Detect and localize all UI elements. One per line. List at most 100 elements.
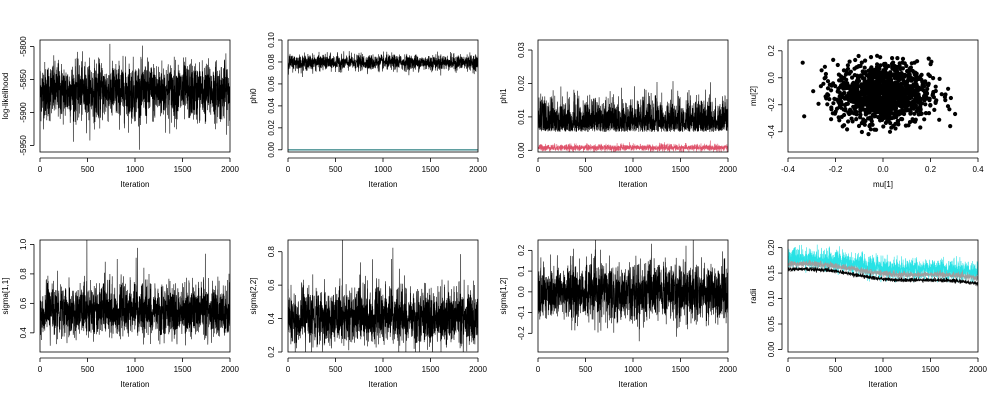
scatter-point bbox=[845, 81, 850, 86]
scatter-point bbox=[890, 56, 895, 61]
scatter-point bbox=[863, 94, 868, 99]
x-tick-label: -0.4 bbox=[781, 165, 795, 174]
scatter-point bbox=[800, 60, 805, 65]
scatter-point bbox=[871, 86, 876, 91]
plot-area-mu bbox=[800, 53, 958, 137]
panel-sigma22: 0 500 1000 1500 2000 Iteration 0.2 0.4 0.6 0.8 sig… bbox=[249, 239, 487, 389]
scatter-point bbox=[846, 119, 851, 124]
series-line bbox=[288, 240, 478, 352]
scatter-point bbox=[882, 97, 887, 102]
x-tick-label: 1000 bbox=[374, 365, 392, 374]
scatter-point bbox=[862, 107, 867, 112]
scatter-point bbox=[932, 107, 937, 112]
scatter-point bbox=[863, 112, 869, 117]
plot-area-radii bbox=[788, 244, 978, 287]
scatter-point bbox=[922, 80, 928, 85]
scatter-point bbox=[843, 106, 848, 112]
plot-frame bbox=[787, 239, 979, 353]
scatter-point bbox=[898, 103, 903, 108]
y-axis: 0.4 0.6 0.8 1.0 sigma[1,1] bbox=[1, 238, 35, 339]
plot-frame bbox=[537, 39, 729, 153]
x-tick-label: 1000 bbox=[624, 365, 642, 374]
scatter-point bbox=[892, 98, 897, 103]
scatter-point bbox=[848, 69, 854, 74]
y-axis: -5950 -5900 -5850 -5800 log-likelihood bbox=[1, 36, 35, 156]
scatter-point bbox=[888, 115, 893, 120]
scatter-point bbox=[829, 117, 834, 122]
y-tick-label: 0.4 bbox=[267, 312, 276, 324]
scatter-point bbox=[819, 68, 824, 73]
scatter-point bbox=[881, 124, 886, 129]
scatter-point bbox=[869, 119, 874, 124]
scatter-point bbox=[885, 91, 890, 96]
x-tick-label: 1500 bbox=[672, 165, 690, 174]
scatter-point bbox=[883, 66, 888, 71]
x-tick-label: 0 bbox=[286, 165, 291, 174]
x-tick-label: 0 bbox=[786, 365, 791, 374]
scatter-point bbox=[891, 94, 896, 99]
y-tick-label: 0.05 bbox=[767, 316, 776, 332]
x-tick-label: 2000 bbox=[469, 365, 487, 374]
x-tick-label: 0 bbox=[38, 165, 43, 174]
scatter-point bbox=[946, 86, 951, 91]
scatter-point bbox=[943, 98, 948, 103]
scatter-point bbox=[922, 94, 927, 99]
x-axis-label: Iteration bbox=[619, 380, 648, 389]
scatter-point bbox=[882, 102, 887, 107]
y-axis-label: phi0 bbox=[249, 88, 258, 104]
scatter-point bbox=[858, 73, 863, 78]
scatter-point bbox=[923, 102, 928, 107]
x-tick-label: 1500 bbox=[174, 165, 192, 174]
scatter-point bbox=[918, 96, 923, 101]
scatter-point bbox=[831, 81, 836, 86]
scatter-point bbox=[899, 71, 904, 76]
y-tick-label: 0.4 bbox=[19, 327, 28, 339]
scatter-point bbox=[843, 72, 849, 77]
scatter-point bbox=[897, 111, 902, 116]
x-tick-label: 0.0 bbox=[877, 165, 889, 174]
scatter-point bbox=[825, 79, 831, 84]
scatter-point bbox=[913, 78, 919, 83]
scatter-point bbox=[908, 90, 913, 96]
scatter-point bbox=[850, 75, 855, 80]
x-tick-label: 1500 bbox=[422, 365, 440, 374]
scatter-point bbox=[908, 65, 914, 70]
y-tick-label: -5950 bbox=[19, 135, 28, 156]
scatter-point bbox=[832, 111, 838, 116]
y-tick-label: 0.6 bbox=[19, 297, 28, 309]
scatter-point bbox=[867, 124, 872, 129]
scatter-point bbox=[872, 71, 877, 76]
x-tick-label: 1500 bbox=[174, 365, 192, 374]
scatter-point bbox=[859, 129, 865, 135]
scatter-point bbox=[908, 84, 914, 89]
x-tick-label: 500 bbox=[81, 165, 95, 174]
y-axis-label: mu[2] bbox=[749, 86, 758, 106]
x-axis-label: Iteration bbox=[121, 380, 150, 389]
scatter-point bbox=[891, 102, 897, 107]
scatter-point bbox=[842, 103, 848, 108]
scatter-point bbox=[836, 86, 841, 91]
scatter-point bbox=[926, 56, 931, 61]
plot-area-phi0 bbox=[288, 51, 478, 151]
x-tick-label: 2000 bbox=[719, 165, 737, 174]
scatter-point bbox=[887, 129, 893, 134]
scatter-point bbox=[933, 84, 938, 89]
x-tick-label: 0 bbox=[536, 365, 541, 374]
x-tick-label: 1500 bbox=[422, 165, 440, 174]
y-tick-label: 1.0 bbox=[19, 238, 28, 250]
scatter-point bbox=[895, 119, 901, 124]
scatter-point bbox=[933, 88, 938, 94]
y-tick-label: 0.2 bbox=[517, 244, 526, 256]
panel-sigma11: 0 500 1000 1500 2000 Iteration 0.4 0.6 0.8 1.0 sig… bbox=[1, 238, 239, 389]
scatter-point bbox=[857, 90, 862, 96]
scatter-point bbox=[811, 89, 816, 94]
x-axis: 0 500 1000 1500 2000 Iteration bbox=[786, 357, 987, 389]
y-tick-label: 0.08 bbox=[267, 54, 276, 70]
scatter-point bbox=[908, 109, 913, 114]
scatter-point bbox=[928, 103, 933, 108]
panel-loglik: 0 500 1000 1500 2000 Iteration -5950 -5900 -5850… bbox=[1, 36, 239, 189]
scatter-point bbox=[849, 116, 854, 121]
scatter-point bbox=[839, 105, 844, 110]
scatter-point bbox=[893, 126, 898, 131]
